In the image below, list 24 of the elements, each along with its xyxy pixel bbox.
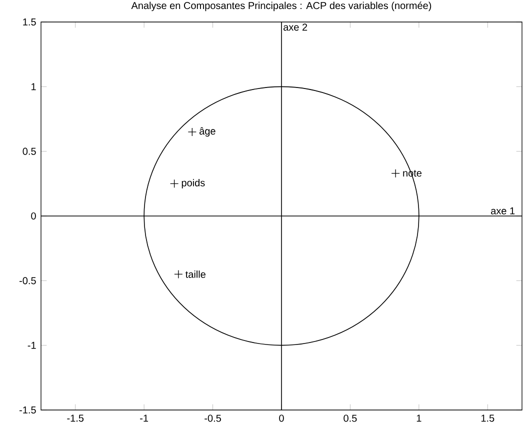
y-tick-label: -0.5 bbox=[20, 277, 36, 284]
point bbox=[188, 128, 197, 136]
x-tick-label: -1.5 bbox=[67, 414, 84, 422]
point bbox=[174, 270, 183, 279]
y-tick-label: -1.5 bbox=[20, 406, 36, 414]
y-tick-label: 1.5 bbox=[23, 18, 36, 26]
ref-line-label: axe 2 bbox=[284, 24, 308, 31]
x-tick-label: 1.5 bbox=[481, 414, 494, 422]
x-tick-label: 0.5 bbox=[344, 414, 357, 422]
x-tick-label: 0 bbox=[279, 414, 284, 422]
ref-line-label: axe 1 bbox=[491, 207, 515, 214]
annotation: âge bbox=[200, 127, 216, 137]
y-tick-label: 0 bbox=[31, 212, 36, 220]
annotation: taille bbox=[186, 270, 206, 278]
chart-title: Analyse en Composantes Principales : ACP des variables (normée) bbox=[131, 2, 432, 12]
x-tick-label: -0.5 bbox=[204, 414, 221, 422]
annotation: poids bbox=[182, 179, 205, 188]
y-tick-label: -1 bbox=[28, 342, 36, 349]
y-tick-label: 1 bbox=[31, 83, 36, 90]
y-tick-label: 0.5 bbox=[22, 148, 36, 155]
x-tick-label: 1 bbox=[416, 414, 422, 422]
point bbox=[391, 168, 400, 178]
point bbox=[170, 179, 179, 188]
x-tick-label: -1 bbox=[140, 414, 148, 422]
